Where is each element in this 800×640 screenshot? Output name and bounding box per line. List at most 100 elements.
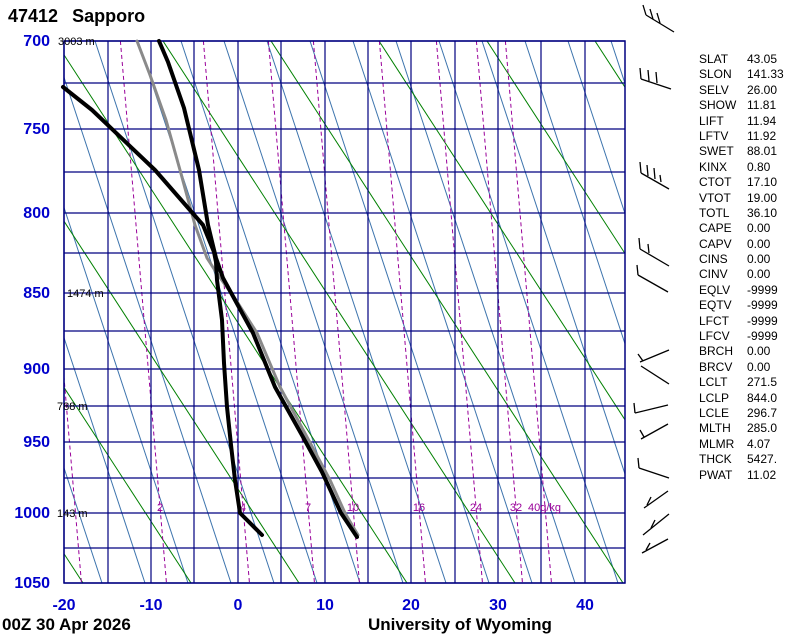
stat-label: LCLP (699, 390, 730, 405)
wind-barb (639, 67, 672, 90)
wind-barb-staff (640, 423, 669, 440)
stat-value: 0.80 (747, 159, 771, 174)
stat-row-lclt: LCLT 271.5 (699, 375, 797, 390)
stat-value: -9999 (747, 282, 778, 297)
temp-tick-label-30: 30 (489, 597, 507, 614)
temp-tick-label--20: -20 (52, 597, 75, 614)
pressure-tick-label-950: 950 (23, 434, 50, 451)
wind-barb-tick (646, 496, 652, 506)
stat-value: 17.10 (747, 175, 778, 190)
stat-row-swet: SWET 88.01 (699, 144, 797, 159)
moist-adiabat-line (64, 205, 189, 583)
moist-adiabat-line (481, 41, 625, 476)
wind-barb-staff (640, 365, 670, 385)
stat-value: 0.00 (747, 359, 771, 374)
pressure-tick-label-700: 700 (23, 33, 50, 50)
stat-row-lclp: LCLP 844.0 (699, 391, 797, 406)
stat-label: EQLV (699, 282, 731, 297)
wind-barb-tick (639, 67, 642, 80)
moist-adiabat-line (64, 75, 232, 583)
mixing-ratio-label: 10 (347, 502, 359, 514)
source-label: University of Wyoming (368, 615, 552, 634)
stat-label: EQTV (699, 298, 732, 313)
stat-row-lfcv: LFCV -9999 (699, 329, 797, 344)
stat-value: -9999 (747, 313, 778, 328)
stat-label: LCLT (699, 375, 728, 390)
wind-barb-tick (649, 8, 654, 20)
stat-label: PWAT (699, 467, 733, 482)
plot-border (63, 40, 626, 584)
wind-barb (638, 237, 670, 267)
wind-barb-staff (637, 274, 669, 293)
stat-value: 141.33 (747, 67, 784, 82)
wind-barb-tick (656, 12, 661, 24)
temp-tick-label--10: -10 (139, 597, 162, 614)
moist-adiabat-line (266, 41, 447, 583)
pressure-tick-label-1050: 1050 (14, 575, 50, 592)
moist-adiabat-line (64, 336, 146, 583)
stat-label: SLAT (699, 52, 729, 66)
stat-label: LIFT (699, 113, 724, 128)
stat-label: LFCV (699, 329, 730, 344)
stat-row-cins: CINS 0.00 (699, 252, 797, 267)
stat-label: CAPV (699, 236, 732, 251)
stat-value: 0.00 (747, 236, 771, 251)
stat-value: 36.10 (747, 205, 778, 220)
wind-barb-tick (646, 164, 649, 177)
pressure-tick-label-850: 850 (23, 285, 50, 302)
stat-label: SHOW (699, 98, 737, 113)
stat-label: CINS (699, 252, 728, 267)
wind-barb-staff (645, 14, 675, 33)
stat-row-kinx: KINX 0.80 (699, 160, 797, 175)
stat-row-mlth: MLTH 285.0 (699, 421, 797, 436)
wind-barb-staff (641, 538, 669, 554)
adiabat-lines (64, 41, 625, 583)
dry-adiabat-line (162, 41, 516, 583)
wind-barb (639, 161, 670, 190)
station-name: Sapporo (72, 6, 146, 26)
wind-barb-tick (650, 519, 656, 529)
stat-row-eqtv: EQTV -9999 (699, 298, 797, 313)
wind-barb-tick (637, 457, 640, 469)
stat-label: LCLE (699, 405, 730, 420)
height-label: 788 m (57, 401, 88, 413)
wind-barb (637, 349, 670, 363)
moist-adiabat-line (309, 41, 490, 583)
stat-value: 0.00 (747, 267, 771, 282)
wind-barb-tick (638, 237, 641, 250)
mixing-ratio-label: 2 (157, 502, 163, 514)
stat-value: 0.00 (747, 344, 771, 359)
pressure-tick-label-1000: 1000 (14, 505, 50, 522)
moist-adiabat-line (137, 41, 318, 583)
wind-barb-tick (647, 69, 650, 82)
stat-row-lift: LIFT 11.94 (699, 114, 797, 129)
wind-barb-tick (653, 167, 656, 180)
moist-adiabat-line (180, 41, 361, 583)
stat-value: -9999 (747, 329, 778, 344)
wind-barb-tick (639, 429, 645, 438)
stat-row-vtot: VTOT 19.00 (699, 191, 797, 206)
stat-label: CINV (699, 267, 728, 282)
dry-adiabat-line (270, 41, 624, 583)
stat-value: 844.0 (747, 390, 778, 405)
stat-label: THCK (699, 452, 732, 467)
wind-barb-staff (640, 172, 670, 190)
moist-adiabat-line (64, 466, 103, 583)
mixing-ratio-label: 24 (470, 502, 482, 514)
stat-value: 0.00 (747, 252, 771, 267)
stat-row-show: SHOW 11.81 (699, 98, 797, 113)
stat-row-lcle: LCLE 296.7 (699, 406, 797, 421)
stat-value: 26.00 (747, 82, 778, 97)
stat-value: 0.00 (747, 221, 771, 236)
temp-tick-label-10: 10 (316, 597, 334, 614)
stat-row-ctot: CTOT 17.10 (699, 175, 797, 190)
stat-row-brcv: BRCV 0.00 (699, 360, 797, 375)
wind-barb (641, 538, 669, 554)
temp-tick-label-20: 20 (402, 597, 420, 614)
temp-tick-label-0: 0 (234, 597, 243, 614)
mixing-ratio-label: 16 (413, 502, 425, 514)
dry-adiabat-line (486, 41, 625, 255)
wind-barb (633, 402, 669, 414)
wind-barb (640, 365, 670, 385)
